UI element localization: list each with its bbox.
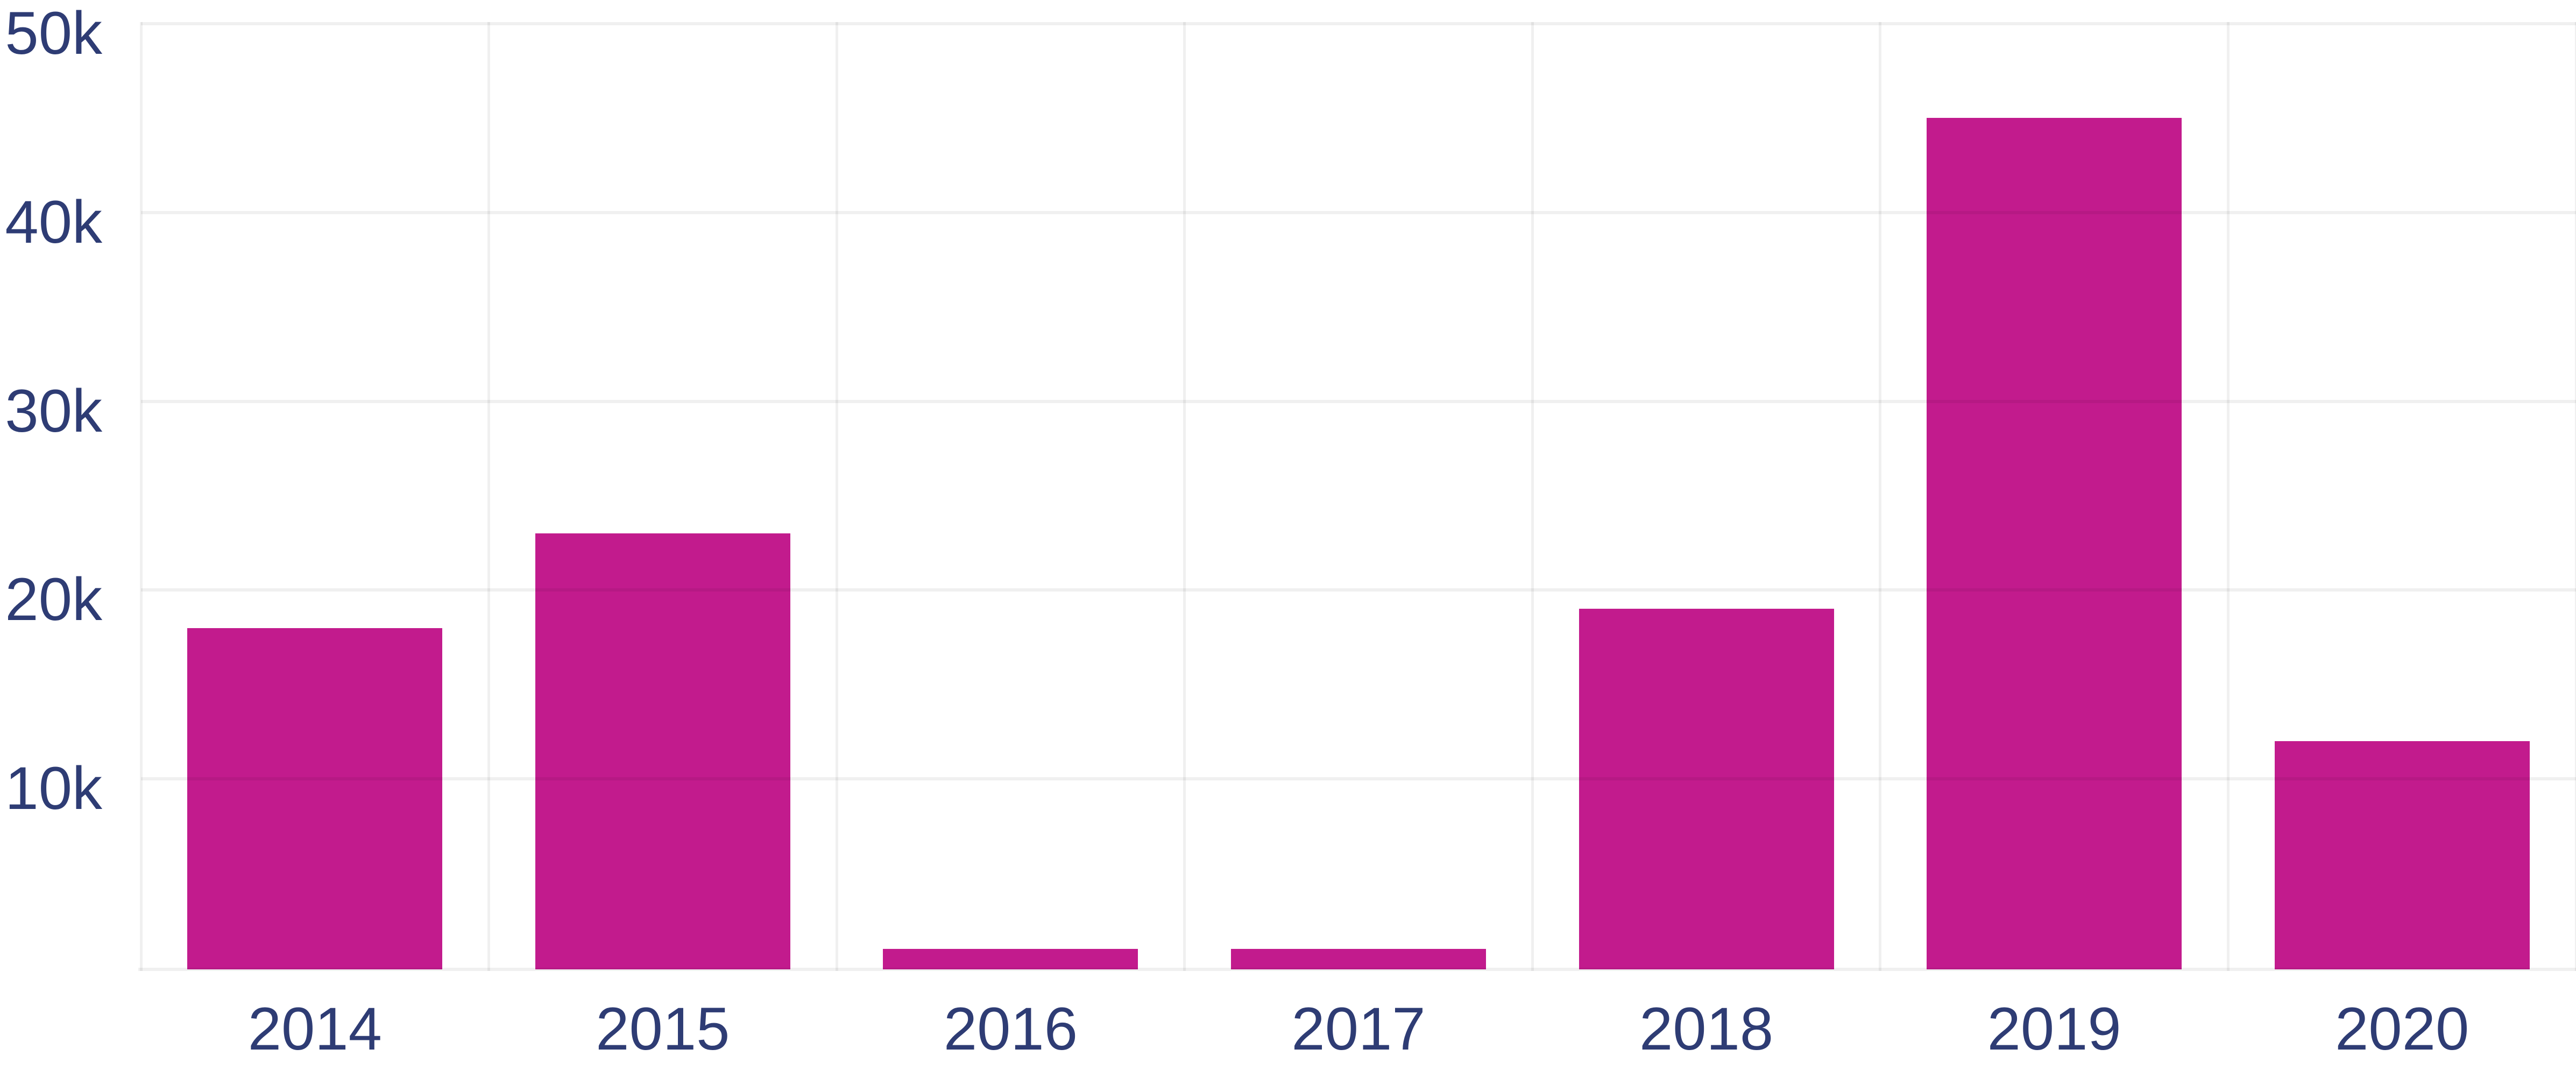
bar-2017: [1231, 948, 1486, 969]
horizontal-gridline: [141, 22, 2576, 25]
bar-2019: [1927, 118, 2182, 969]
x-tick-label: 2018: [1639, 995, 1774, 1062]
vertical-gridline: [487, 22, 491, 971]
y-tick-label: 10k: [5, 755, 102, 822]
x-tick-label: 2016: [943, 995, 1078, 1062]
bar-2016: [883, 948, 1138, 969]
x-tick-label: 2020: [2335, 995, 2469, 1062]
vertical-gridline: [139, 22, 143, 971]
bar-2020: [2274, 741, 2530, 969]
vertical-gridline: [2226, 22, 2230, 971]
y-tick-label: 30k: [5, 377, 102, 445]
y-tick-label: 50k: [5, 0, 102, 67]
horizontal-gridline: [141, 588, 2576, 592]
x-tick-label: 2015: [596, 995, 730, 1062]
vertical-gridline: [1879, 22, 1882, 971]
bar-2015: [535, 533, 790, 969]
y-tick-label: 20k: [5, 566, 102, 633]
horizontal-gridline: [141, 210, 2576, 214]
vertical-gridline: [1183, 22, 1186, 971]
horizontal-gridline: [141, 777, 2576, 781]
x-axis-line: [138, 968, 2576, 971]
x-tick-label: 2019: [1987, 995, 2121, 1062]
vertical-gridline: [835, 22, 838, 971]
horizontal-gridline: [141, 399, 2576, 403]
x-tick-label: 2014: [247, 995, 382, 1062]
vertical-gridline: [2574, 22, 2576, 971]
bar-2018: [1579, 609, 1834, 969]
y-tick-label: 40k: [5, 188, 102, 256]
bar-2014: [187, 628, 443, 969]
x-tick-label: 2017: [1291, 995, 1426, 1062]
vertical-gridline: [1531, 22, 1534, 971]
